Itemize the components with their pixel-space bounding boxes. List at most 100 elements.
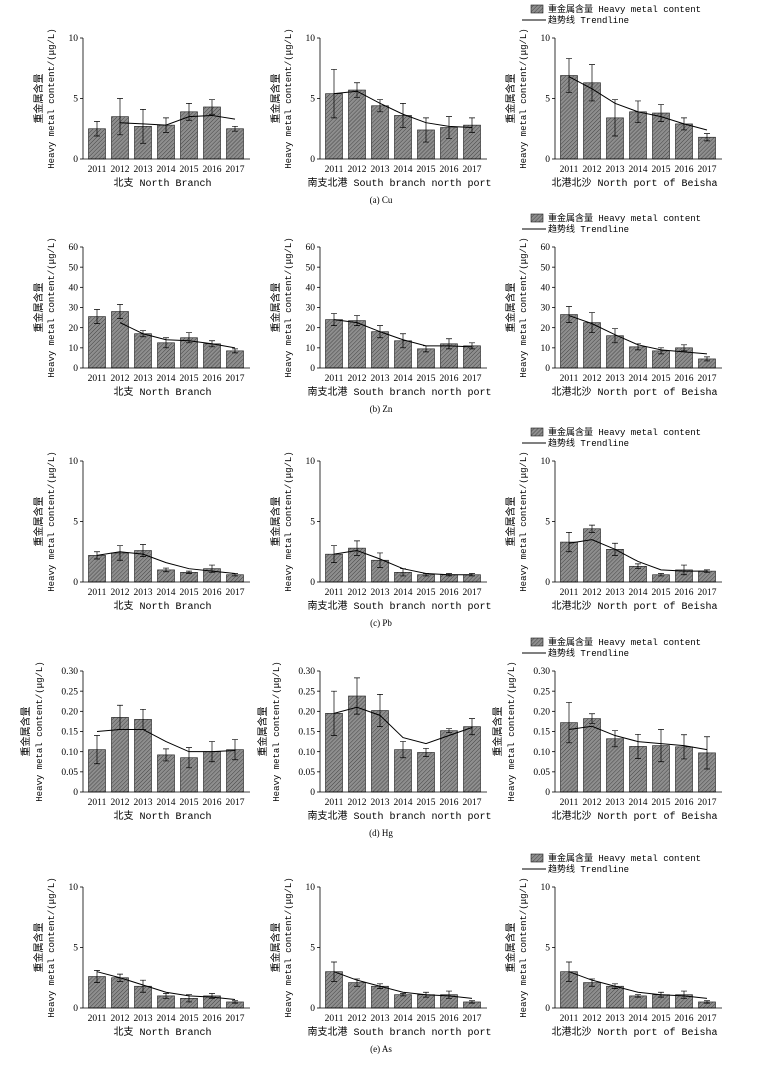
x-tick-label: 2013 — [371, 798, 390, 808]
y-tick-label: 0.10 — [61, 748, 78, 758]
error-bar-2011 — [566, 58, 572, 93]
y-tick-label: 0 — [545, 155, 550, 165]
x-tick-label: 2017 — [226, 1014, 245, 1024]
error-bar-2013 — [377, 99, 383, 113]
bar-2016 — [203, 106, 221, 160]
bar-2012 — [111, 311, 129, 369]
y-axis-title-en: Heavy metal content/(μg/L) — [284, 28, 294, 168]
x-tick-label: 2016 — [440, 588, 459, 598]
x-tick-label: 2011 — [88, 798, 107, 808]
legend-bar-swatch — [530, 4, 544, 14]
x-tick-label: 2017 — [698, 165, 717, 175]
y-tick-label: 0.20 — [61, 708, 78, 718]
error-bar-2017 — [469, 117, 475, 133]
bar-2013 — [606, 985, 624, 1009]
x-tick-label: 2013 — [134, 165, 153, 175]
bar-2013 — [134, 333, 152, 369]
legend-bar-label: 重金属含量 Heavy metal content — [548, 426, 701, 438]
bar-2013 — [371, 985, 389, 1009]
y-tick-label: 10 — [69, 457, 79, 467]
x-tick-label: 2014 — [157, 798, 176, 808]
x-tick-label: 2015 — [417, 798, 436, 808]
x-tick-label: 2017 — [226, 165, 245, 175]
x-tick-label: 2014 — [629, 1014, 648, 1024]
x-axis-title: 南支北港 South branch north port — [307, 385, 491, 399]
trendline — [568, 76, 708, 131]
error-bar-2015 — [658, 573, 664, 577]
trendline — [333, 90, 473, 129]
bar-2016 — [440, 730, 458, 793]
y-tick-label: 10 — [69, 883, 79, 893]
y-tick-label: 10 — [306, 883, 316, 893]
legend-line-label: 趋势线 Trendline — [548, 437, 629, 449]
chart-cu-north-port-of-beisha: 0 5 10 2011 2012 2013 2014 2015 2016 2017 北港北沙 Nor… — [504, 3, 722, 190]
x-tick-label: 2012 — [583, 374, 602, 384]
x-axis-title: 南支北港 South branch north port — [307, 1025, 491, 1039]
error-bar-2016 — [681, 564, 687, 576]
x-tick-label: 2017 — [226, 798, 245, 808]
x-tick-label: 2013 — [134, 798, 153, 808]
x-tick-label: 2012 — [348, 1014, 367, 1024]
y-axis-title-cn: 重金属含量 — [504, 283, 518, 333]
error-bar-2014 — [400, 333, 406, 349]
y-axis-title-cn: 重金属含量 — [19, 707, 33, 757]
y-axis-title-cn: 重金属含量 — [32, 283, 46, 333]
trendline — [96, 971, 236, 1001]
bar-2013 — [134, 719, 152, 793]
legend-bar-swatch — [530, 427, 544, 437]
error-bar-2016 — [681, 344, 687, 352]
y-axis-title-cn: 重金属含量 — [491, 707, 505, 757]
y-tick-label: 40 — [306, 284, 316, 294]
x-tick-label: 2015 — [652, 374, 671, 384]
bar-2014 — [629, 995, 647, 1009]
x-tick-label: 2011 — [325, 798, 344, 808]
y-axis-title-en: Heavy metal content/(μg/L) — [47, 877, 57, 1017]
error-bar-2013 — [612, 99, 618, 137]
error-bar-2015 — [186, 570, 192, 574]
error-bar-2015 — [423, 748, 429, 757]
x-tick-label: 2015 — [417, 165, 436, 175]
x-tick-label: 2011 — [560, 374, 579, 384]
legend-line-label: 趋势线 Trendline — [548, 14, 629, 26]
x-tick-label: 2012 — [111, 374, 130, 384]
x-tick-label: 2016 — [203, 798, 222, 808]
error-bar-2014 — [163, 567, 169, 573]
y-tick-label: 0.25 — [61, 687, 78, 697]
y-tick-label: 0 — [310, 155, 315, 165]
x-tick-label: 2015 — [180, 588, 199, 598]
x-axis-title: 北支 North Branch — [113, 600, 211, 613]
bar-2012 — [348, 89, 366, 160]
trendline — [568, 725, 708, 751]
x-tick-label: 2017 — [698, 798, 717, 808]
x-tick-label: 2016 — [675, 798, 694, 808]
error-bar-2012 — [354, 540, 360, 556]
y-axis-title-en: Heavy metal content/(μg/L) — [519, 451, 529, 591]
caption-as: (e) As — [370, 1044, 392, 1054]
x-tick-label: 2013 — [134, 1014, 153, 1024]
x-tick-label: 2013 — [371, 165, 390, 175]
bar-2016 — [203, 343, 221, 369]
x-tick-label: 2015 — [417, 374, 436, 384]
trendline — [96, 728, 236, 753]
y-tick-label: 50 — [306, 263, 316, 273]
x-tick-label: 2016 — [203, 165, 222, 175]
error-bar-2011 — [566, 702, 572, 744]
x-tick-label: 2011 — [88, 165, 107, 175]
x-tick-label: 2016 — [675, 1014, 694, 1024]
error-bar-2012 — [589, 524, 595, 533]
y-tick-label: 0.05 — [533, 768, 550, 778]
error-bar-2011 — [566, 306, 572, 323]
y-tick-label: 5 — [310, 944, 315, 954]
x-tick-label: 2014 — [157, 588, 176, 598]
x-tick-label: 2011 — [560, 588, 579, 598]
x-axis-title: 北港北沙 North port of Beisha — [551, 1026, 717, 1039]
x-tick-label: 2015 — [652, 1014, 671, 1024]
x-axis-title: 北港北沙 North port of Beisha — [551, 177, 717, 190]
error-bar-2016 — [446, 338, 452, 350]
x-tick-label: 2014 — [629, 798, 648, 808]
y-tick-label: 5 — [310, 518, 315, 528]
y-axis-title-cn: 重金属含量 — [32, 923, 46, 973]
x-tick-label: 2013 — [371, 588, 390, 598]
y-axis-title-cn: 重金属含量 — [504, 74, 518, 124]
x-tick-label: 2016 — [440, 165, 459, 175]
